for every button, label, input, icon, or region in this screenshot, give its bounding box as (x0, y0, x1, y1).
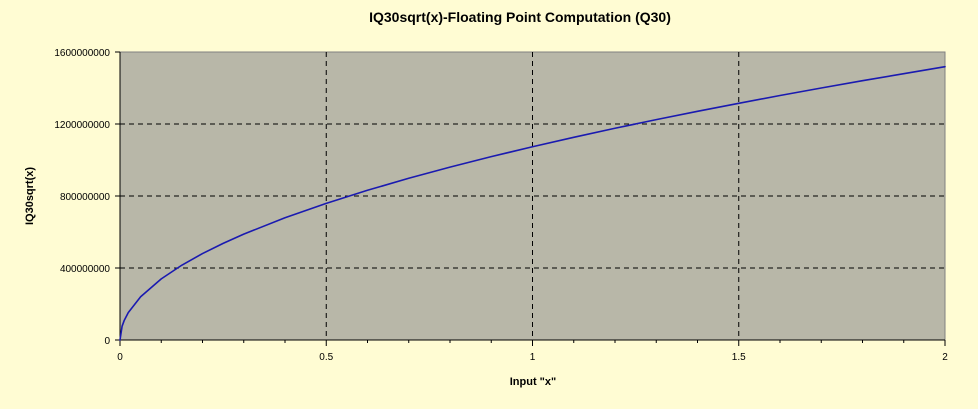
y-tick-label: 400000000 (60, 264, 110, 275)
axes (115, 51, 946, 346)
series-line (119, 65, 946, 341)
tick-labels: 0 0.5 1 1.5 2 0 400000000 800000000 1200000000 16… (54, 48, 948, 363)
y-tick-label: 800000000 (60, 192, 110, 203)
y-tick-label: 0 (104, 336, 110, 347)
x-tick-label: 1.5 (732, 352, 746, 363)
y-tick-label: 1200000000 (54, 120, 110, 131)
x-tick-label: 2 (942, 352, 948, 363)
x-tick-label: 0.5 (319, 352, 333, 363)
x-tick-label: 0 (117, 352, 123, 363)
x-axis-label: Input "x" (510, 376, 556, 388)
x-tick-label: 1 (530, 352, 536, 363)
chart-title: IQ30sqrt(x)-Floating Point Computation (… (369, 9, 671, 25)
series-layer (119, 65, 946, 341)
y-tick-label: 1600000000 (54, 48, 110, 59)
y-axis-label: IQ30sqrt(x) (24, 167, 36, 225)
gridlines (120, 52, 945, 340)
